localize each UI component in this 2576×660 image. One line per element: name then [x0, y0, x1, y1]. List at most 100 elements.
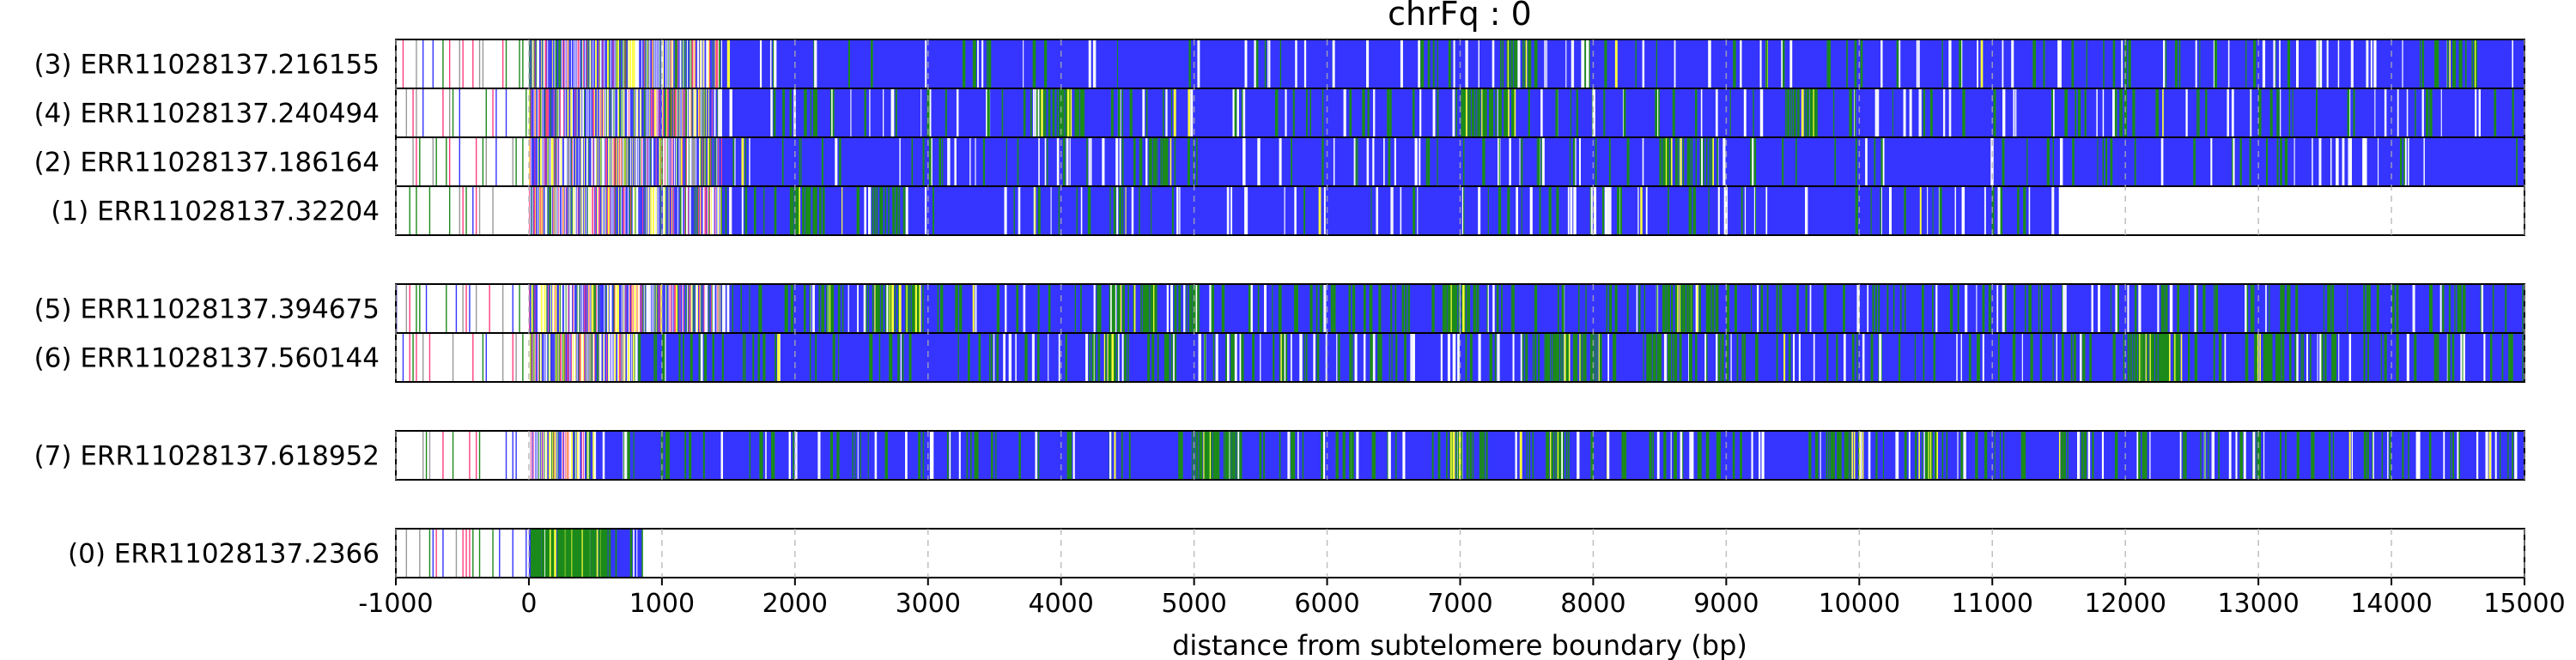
read-stripe [678, 333, 681, 382]
read-stripe [608, 137, 610, 186]
read-stripe [625, 88, 627, 137]
read-stripe [612, 137, 614, 186]
read-stripe [2294, 333, 2297, 382]
read-stripe [2058, 39, 2062, 88]
read-stripe [604, 186, 605, 235]
read-stripe [665, 431, 669, 480]
read-stripe [559, 529, 562, 578]
read-stripe [1272, 284, 1273, 333]
read-stripe [668, 39, 670, 88]
read-stripe [674, 186, 676, 235]
read-stripe [700, 284, 702, 333]
read-stripe [627, 431, 630, 480]
read-stripe [653, 284, 655, 333]
read-stripe [720, 284, 722, 333]
read-stripe [544, 39, 545, 88]
read-stripe [1923, 431, 1927, 480]
read-stripe [1879, 333, 1882, 382]
read-stripe [679, 39, 681, 88]
read-stripe [1851, 431, 1853, 480]
read-stripe [1679, 284, 1681, 333]
read-stripe [565, 39, 567, 88]
read-label: (0) ERR11028137.2366 [68, 539, 380, 570]
read-stripe [1853, 431, 1856, 480]
read-stripe [684, 431, 687, 480]
read-stripe [663, 284, 665, 333]
read-stripe [1670, 431, 1672, 480]
read-stripe [793, 431, 794, 480]
read-stripe [1457, 431, 1460, 480]
read-stripe [1546, 39, 1547, 88]
read-stripe [570, 137, 572, 186]
read-stripe [2255, 333, 2257, 382]
read-stripe [2184, 431, 2187, 480]
read-stripe [472, 39, 474, 88]
read-stripe [1870, 333, 1874, 382]
read-stripe [2161, 333, 2163, 382]
read-stripe [647, 137, 648, 186]
read-stripe [1557, 431, 1559, 480]
read-stripe [680, 284, 682, 333]
read-stripe [548, 137, 550, 186]
read-stripe [920, 88, 922, 137]
read-stripe [586, 39, 587, 88]
read-stripe [2138, 284, 2142, 333]
read-stripe [1076, 186, 1078, 235]
read-stripe [712, 39, 714, 88]
read-stripe [1957, 431, 1959, 480]
read-stripe [794, 431, 798, 480]
read-stripe [1078, 88, 1079, 137]
read-stripe [1367, 88, 1370, 137]
read-stripe [657, 137, 659, 186]
read-stripe [1997, 333, 2000, 382]
read-stripe [1294, 186, 1297, 235]
read-stripe [2437, 39, 2439, 88]
read-stripe [601, 186, 603, 235]
read-stripe [478, 529, 481, 578]
read-stripe [2366, 39, 2369, 88]
read-stripe [537, 529, 538, 578]
read-stripe [583, 284, 585, 333]
read-stripe [1514, 88, 1516, 137]
read-stripe [666, 137, 668, 186]
read-stripe [612, 333, 614, 382]
read-stripe [1425, 137, 1428, 186]
read-stripe [662, 137, 664, 186]
read-stripe [1708, 39, 1711, 88]
read-stripe [2285, 431, 2287, 480]
read-stripe [534, 39, 536, 88]
read-stripe [1668, 186, 1669, 235]
read-stripe [734, 137, 736, 186]
read-stripe [990, 333, 993, 382]
read-stripe [654, 186, 656, 235]
read-stripe [1036, 88, 1040, 137]
read-stripe [1899, 39, 1901, 88]
read-stripe [2160, 137, 2164, 186]
read-stripe [967, 333, 970, 382]
read-stripe [619, 88, 621, 137]
read-stripe [1558, 431, 1560, 480]
read-stripe [707, 39, 708, 88]
read-stripe [1068, 88, 1070, 137]
read-stripe [1923, 333, 1925, 382]
read-stripe [565, 88, 567, 137]
read-stripe [1705, 431, 1708, 480]
read-stripe [592, 529, 595, 578]
read-stripe [628, 186, 629, 235]
read-stripe [552, 186, 554, 235]
read-stripe [2342, 137, 2345, 186]
read-stripe [714, 186, 716, 235]
read-stripe [557, 39, 559, 88]
read-stripe [626, 333, 628, 382]
read-stripe [990, 431, 993, 480]
read-stripe [602, 39, 604, 88]
read-stripe [640, 39, 641, 88]
read-stripe [821, 284, 823, 333]
read-stripe [535, 39, 537, 88]
read-stripe [576, 284, 578, 333]
read-stripe [720, 137, 722, 186]
read-stripe [1455, 284, 1457, 333]
read-stripe [582, 333, 584, 382]
read-stripe [1524, 39, 1527, 88]
read-stripe [814, 186, 817, 235]
